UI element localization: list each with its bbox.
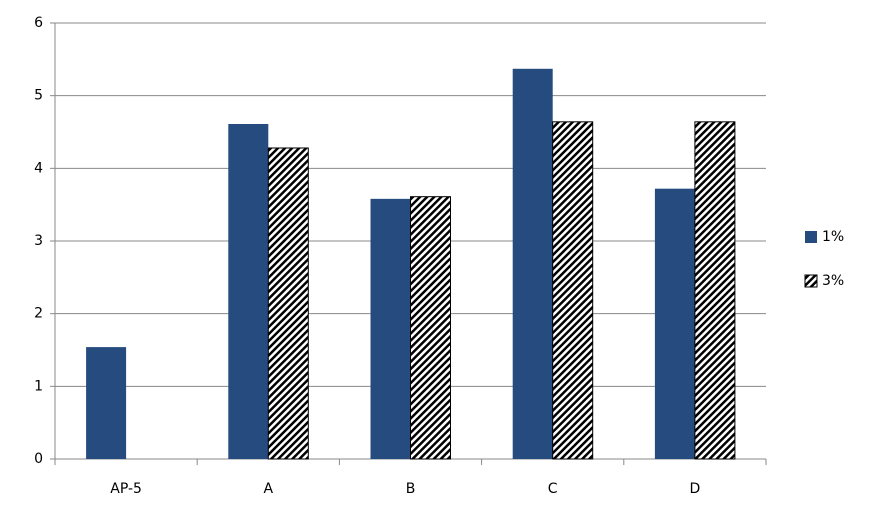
bar: [654, 188, 695, 459]
bar: [410, 196, 451, 460]
y-tick-label: 5: [34, 88, 43, 104]
legend-swatch: [805, 231, 817, 243]
y-tick-label: 3: [34, 233, 43, 249]
y-tick-label: 2: [34, 306, 43, 322]
x-tick-label: A: [264, 481, 274, 497]
x-tick-label: D: [690, 481, 701, 497]
bar: [267, 147, 309, 460]
y-tick-label: 1: [34, 378, 43, 394]
bar: [694, 121, 736, 460]
y-tick-label: 6: [34, 15, 43, 31]
legend-label: 3%: [822, 273, 844, 289]
x-tick-label: C: [548, 481, 558, 497]
x-tick-label: AP-5: [110, 481, 142, 497]
y-tick-label: 4: [34, 160, 43, 176]
bar: [370, 198, 411, 459]
bar: [86, 347, 127, 459]
y-tick-label: 0: [34, 451, 43, 467]
legend-label: 1%: [822, 229, 844, 245]
bar: [228, 124, 269, 460]
legend-swatch: [804, 274, 818, 288]
bar: [512, 68, 553, 459]
x-tick-label: B: [406, 481, 416, 497]
bar: [552, 121, 594, 460]
